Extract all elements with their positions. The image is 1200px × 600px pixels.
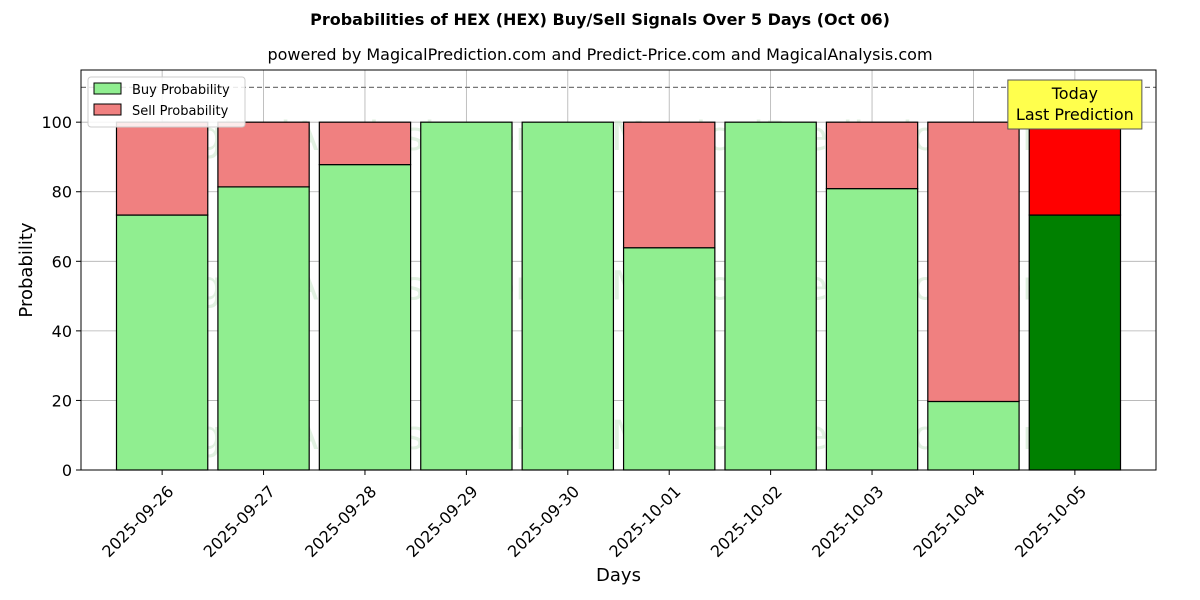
buy-bar [724,121,817,471]
x-tick-label: 2025-10-04 [910,482,989,561]
x-tick-label: 2025-09-28 [301,482,380,561]
x-tick-label: 2025-10-01 [605,482,684,561]
x-tick-label: 2025-09-27 [200,482,279,561]
x-tick-label: 2025-10-02 [707,482,786,561]
annotation-line: Today [1051,84,1098,103]
sell-bar [217,121,310,188]
today-annotation-box [1007,79,1143,130]
sell-bar [1028,121,1122,216]
axes-frame [80,69,1157,471]
sell-bar [825,121,919,190]
buy-bar [1028,214,1122,471]
sell-bar [318,121,412,166]
sell-bar [115,121,209,216]
y-axis-label: Probability [16,222,37,317]
buy-bar [115,214,209,471]
buy-bar [622,247,716,471]
y-tick-label: 100 [41,113,72,132]
chart-subtitle: powered by MagicalPrediction.com and Pre… [267,45,933,64]
legend-box [87,76,246,128]
buy-bar [217,186,310,471]
x-tick-label: 2025-10-03 [808,482,887,561]
chart-title: Probabilities of HEX (HEX) Buy/Sell Sign… [310,10,890,29]
annotation-line: Last Prediction [1016,105,1134,124]
legend-label-sell: Sell Probability [132,104,229,119]
y-tick-label: 0 [62,461,72,480]
sell-bar [927,121,1020,403]
y-tick-label: 40 [52,322,72,341]
y-tick-label: 20 [52,391,72,410]
x-tick-label: 2025-10-05 [1011,482,1090,561]
buy-bar [927,400,1020,471]
buy-bar [825,188,919,471]
x-tick-label: 2025-09-26 [98,482,177,561]
x-tick-label: 2025-09-30 [504,482,583,561]
buy-bar [420,121,513,471]
y-tick-label: 60 [52,252,72,271]
x-tick-label: 2025-09-29 [403,482,482,561]
legend-swatch-sell [93,103,122,116]
sell-bar [622,121,716,249]
x-axis-label: Days [596,565,641,586]
y-tick-label: 80 [52,183,72,202]
buy-bar [521,121,615,471]
legend-label-buy: Buy Probability [132,83,230,98]
buy-bar [318,164,412,471]
legend-swatch-buy [93,82,122,95]
